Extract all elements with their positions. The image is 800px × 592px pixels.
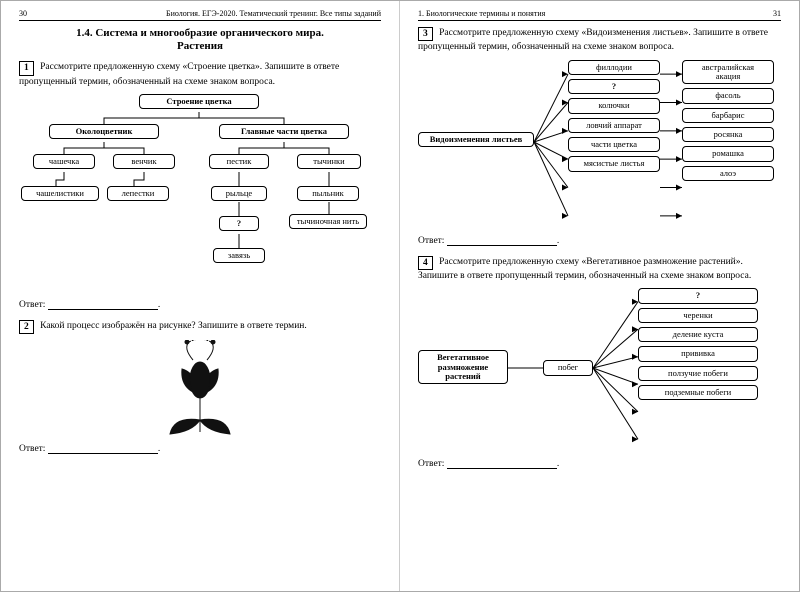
- answer-blank[interactable]: [48, 301, 158, 310]
- answer-line-4: Ответ: .: [418, 459, 781, 469]
- node-lepestki: лепестки: [107, 186, 169, 201]
- node-chashechka: чашечка: [33, 154, 95, 169]
- task-number: 3: [418, 27, 433, 41]
- node-question: ?: [638, 288, 758, 303]
- task-number: 4: [418, 256, 433, 270]
- answer-line-2: Ответ: .: [19, 444, 381, 454]
- task-text: Рассмотрите предложенную схему «Строение…: [19, 62, 339, 86]
- node-right: фасоль: [682, 88, 774, 103]
- answer-blank[interactable]: [447, 237, 557, 246]
- page-number: 30: [19, 9, 27, 18]
- node-right: деление куста: [638, 327, 758, 342]
- chapter-title: 1. Биологические термины и понятия: [418, 9, 545, 18]
- node-mid: колючки: [568, 98, 660, 113]
- node-root: Строение цветка: [139, 94, 259, 109]
- node-right: прививка: [638, 346, 758, 361]
- node-zavyaz: завязь: [213, 248, 265, 263]
- diagram-flower-structure: Строение цветка Околоцветник Главные час…: [19, 94, 381, 294]
- diagram-leaf-modifications: Видоизменения листьев филлодии? колючки ло…: [418, 60, 781, 230]
- node-right: черенки: [638, 308, 758, 323]
- diagram-vegetative-reproduction: Вегетативное размножение растений побег …: [418, 288, 781, 453]
- node-okolo: Околоцветник: [49, 124, 159, 139]
- node-root: Вегетативное размножение растений: [418, 350, 508, 384]
- node-mid: побег: [543, 360, 593, 375]
- node-question: ?: [219, 216, 259, 231]
- task-number: 1: [19, 61, 34, 75]
- section-title: 1.4. Система и многообразие органическог…: [19, 27, 381, 53]
- task-1: 1 Рассмотрите предложенную схему «Строен…: [19, 61, 381, 88]
- task-3: 3 Рассмотрите предложенную схему «Видоиз…: [418, 27, 781, 54]
- task-4: 4 Рассмотрите предложенную схему «Вегета…: [418, 256, 781, 283]
- node-mid: мясистые листья: [568, 156, 660, 171]
- node-venchik: венчик: [113, 154, 175, 169]
- task-text: Какой процесс изображён на рисунке? Запи…: [40, 321, 307, 331]
- page-left: 30 Биология. ЕГЭ-2020. Тематический трен…: [1, 1, 400, 591]
- flower-illustration: [19, 340, 381, 438]
- node-right: росянка: [682, 127, 774, 142]
- node-mid: части цветка: [568, 137, 660, 152]
- task-text: Рассмотрите предложенную схему «Вегетати…: [418, 257, 751, 281]
- node-mid: филлодии: [568, 60, 660, 75]
- page-number: 31: [773, 9, 781, 18]
- node-question: ?: [568, 79, 660, 94]
- node-right: австралийская акация: [682, 60, 774, 85]
- node-right: ползучие побеги: [638, 366, 758, 381]
- node-pylnik: пыльник: [297, 186, 359, 201]
- running-head-left: 30 Биология. ЕГЭ-2020. Тематический трен…: [19, 9, 381, 21]
- node-mid: ловчий аппарат: [568, 118, 660, 133]
- node-pestik: пестик: [209, 154, 269, 169]
- node-tnit: тычиночная нить: [289, 214, 367, 229]
- node-rylce: рыльце: [211, 186, 267, 201]
- answer-blank[interactable]: [447, 460, 557, 469]
- node-right: подземные побеги: [638, 385, 758, 400]
- task-text: Рассмотрите предложенную схему «Видоизме…: [418, 28, 768, 52]
- node-chashelistiki: чашелистики: [21, 186, 99, 201]
- node-right: алоэ: [682, 166, 774, 181]
- running-head-right: 1. Биологические термины и понятия 31: [418, 9, 781, 21]
- node-right: барбарис: [682, 108, 774, 123]
- node-root: Видоизменения листьев: [418, 132, 534, 147]
- answer-line-3: Ответ: .: [418, 236, 781, 246]
- node-tychinki: тычинки: [297, 154, 361, 169]
- answer-blank[interactable]: [48, 445, 158, 454]
- page-right: 1. Биологические термины и понятия 31 3 …: [400, 1, 799, 591]
- book-title: Биология. ЕГЭ-2020. Тематический тренинг…: [166, 9, 381, 18]
- answer-line-1: Ответ: .: [19, 300, 381, 310]
- node-main: Главные части цветка: [219, 124, 349, 139]
- task-number: 2: [19, 320, 34, 334]
- task-2: 2 Какой процесс изображён на рисунке? За…: [19, 320, 381, 334]
- node-right: ромашка: [682, 146, 774, 161]
